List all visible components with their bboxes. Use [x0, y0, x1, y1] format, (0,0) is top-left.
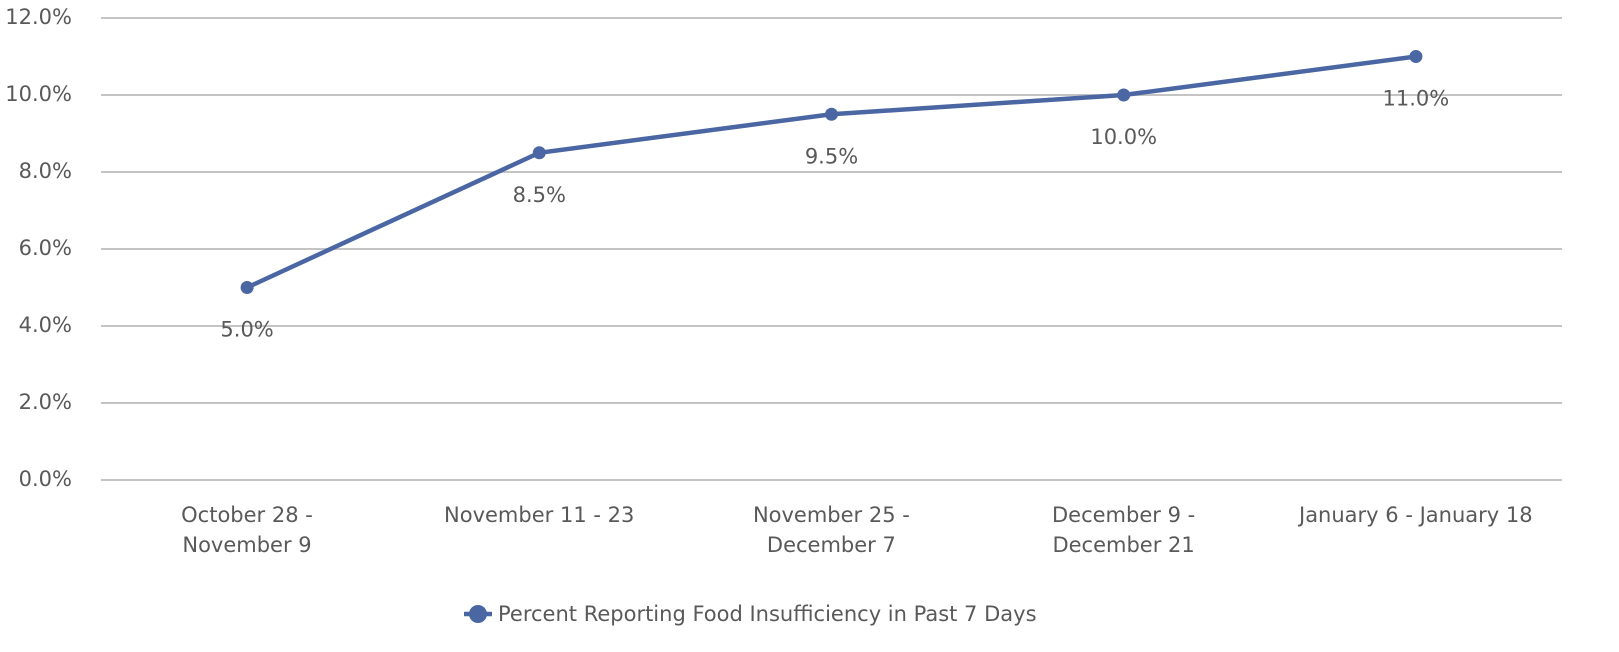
x-tick-label: November 25 - December 7: [752, 503, 910, 557]
data-label: 11.0%: [1383, 87, 1450, 111]
y-tick-label: 8.0%: [19, 159, 72, 183]
legend-label: Percent Reporting Food Insufficiency in …: [498, 602, 1037, 626]
y-tick-label: 0.0%: [19, 467, 72, 491]
point: [532, 146, 546, 160]
point: [1117, 88, 1131, 102]
point: [1409, 50, 1423, 63]
y-tick-label: 2.0%: [19, 390, 72, 414]
data-label: 9.5%: [805, 144, 858, 168]
x-tick-label: November 11 - 23: [444, 503, 635, 527]
point: [825, 107, 838, 121]
data-label: 8.5%: [513, 183, 566, 207]
data-label: 10.0%: [1090, 125, 1157, 149]
x-tick-label: October 28 - November 9: [181, 503, 313, 557]
y-tick-label: 10.0%: [5, 82, 72, 106]
y-tick-label: 6.0%: [19, 236, 72, 260]
y-tick-label: 4.0%: [19, 313, 72, 337]
x-tick-label: January 6 - January 18: [1299, 503, 1533, 527]
y-tick-label: 12.0%: [5, 5, 72, 29]
point: [240, 281, 254, 294]
x-tick-label: December 9 - December 21: [1052, 503, 1196, 557]
data-label: 5.0%: [220, 318, 273, 342]
